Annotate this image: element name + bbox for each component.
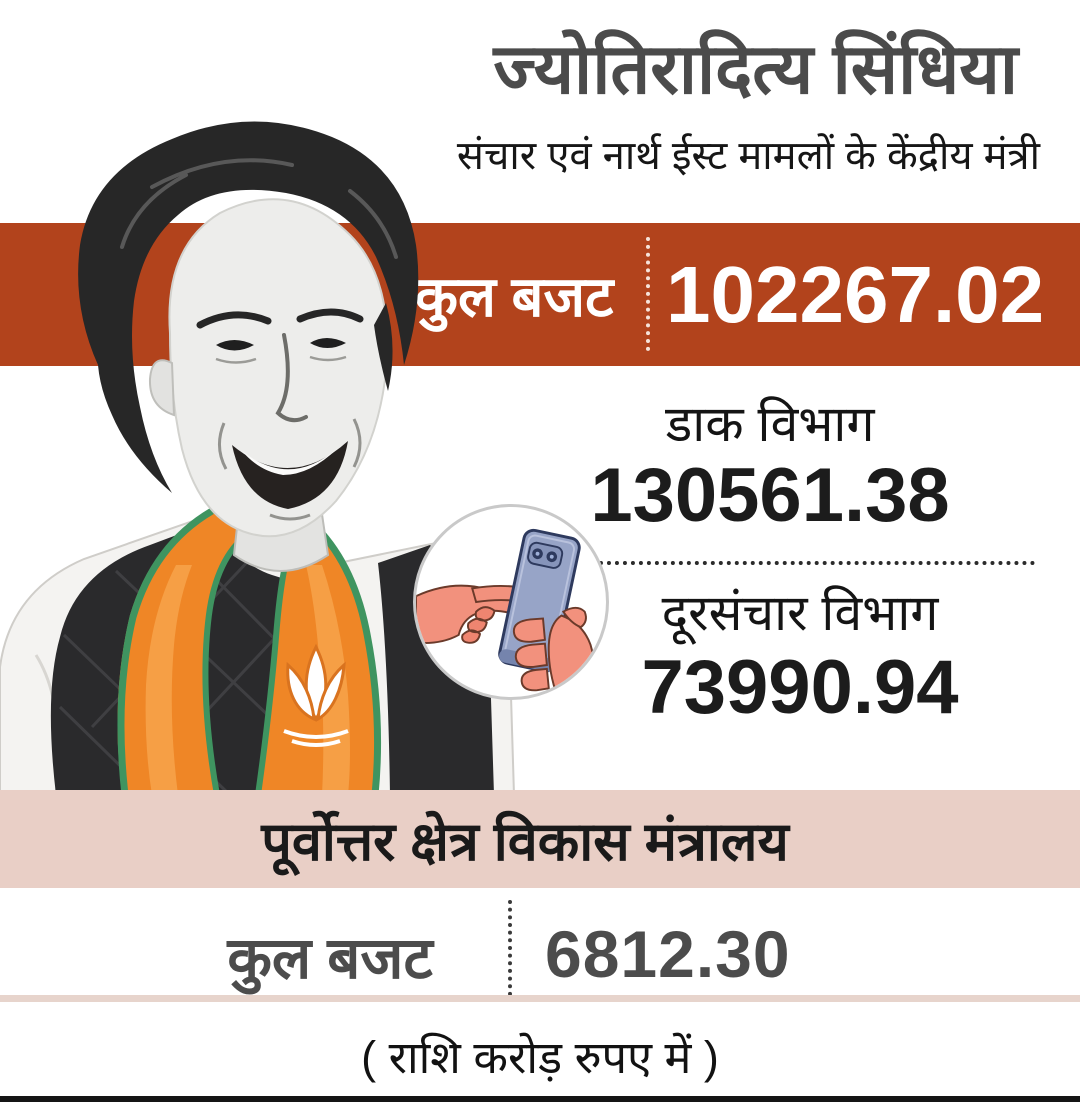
scindia-portrait-illustration (0, 121, 516, 795)
ministry-budget-label: कुल बजट (227, 926, 433, 991)
phone-hands-icon (413, 504, 609, 700)
dotted-divider-band (646, 237, 650, 351)
page-title: ज्योतिरादित्य सिंधिया (493, 30, 1018, 108)
ministry-title: पूर्वोत्तर क्षेत्र विकास मंत्रालय (261, 812, 789, 872)
ministry-band: पूर्वोत्तर क्षेत्र विकास मंत्रालय (0, 790, 1080, 888)
bottom-border-rule (0, 1096, 1080, 1102)
footnote-unit-note: ( राशि करोड़ रुपए में ) (361, 1032, 719, 1083)
total-budget-value: 102267.02 (666, 249, 1045, 339)
bjp-lotus-symbol (286, 643, 346, 722)
telecom-dept-label: दूरसंचार विभाग (661, 585, 939, 641)
separator-line (0, 995, 1080, 1002)
postal-dept-value: 130561.38 (590, 453, 950, 538)
dotted-divider-vertical (508, 900, 512, 996)
ministry-budget-value: 6812.30 (545, 917, 791, 991)
dotted-divider-horizontal (575, 561, 1035, 565)
postal-dept-label: डाक विभाग (665, 396, 875, 452)
page-subtitle: संचार एवं नार्थ ईस्ट मामलों के केंद्रीय … (456, 134, 1040, 178)
total-budget-label: कुल बजट (415, 264, 614, 328)
telecom-dept-value: 73990.94 (641, 645, 959, 730)
